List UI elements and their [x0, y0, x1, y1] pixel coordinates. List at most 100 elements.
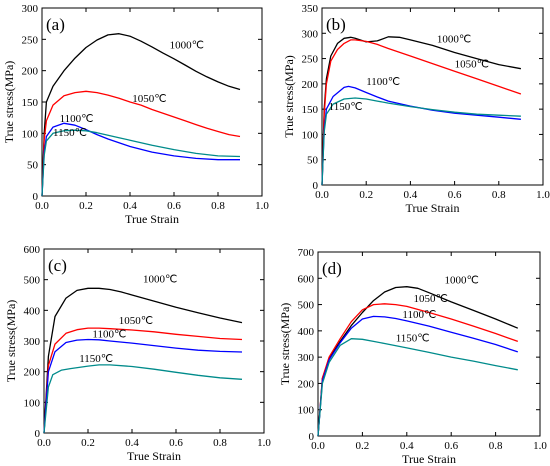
- y-tick-label: 0: [35, 428, 41, 440]
- plot-frame: [321, 7, 544, 186]
- x-tick-label: 0.6: [444, 440, 458, 452]
- x-tick-label: 0.4: [400, 440, 414, 452]
- series-line-1000: [43, 287, 243, 434]
- x-axis-label: True Strain: [406, 201, 460, 215]
- chart-panel-a: 0.0 0.2 0.4 0.6 0.8 1.0 0 50 100 150 200 250 300 True…: [2, 3, 269, 226]
- y-axis-label: True stress(MPa): [4, 300, 18, 383]
- series-label: 1100℃: [366, 76, 400, 88]
- x-tick-label: 0.8: [213, 437, 227, 449]
- x-tick-label: 0.4: [125, 437, 139, 449]
- series-line-1050: [43, 327, 243, 434]
- series-line-1100: [43, 338, 243, 434]
- x-tick-label: 0.8: [489, 440, 503, 452]
- series-label: 1050℃: [455, 59, 489, 71]
- panel-label: (b): [326, 15, 346, 34]
- series-label: 1000℃: [170, 40, 204, 52]
- series-label: 1150℃: [53, 127, 87, 139]
- series-label: 1050℃: [132, 93, 166, 105]
- x-axis-label: True Strain: [127, 449, 181, 463]
- y-tick-label: 150: [302, 104, 319, 116]
- series-label: 1100℃: [60, 113, 94, 125]
- panel-label: (a): [46, 15, 65, 34]
- x-tick-label: 0.6: [169, 437, 183, 449]
- y-tick-label: 200: [24, 367, 41, 379]
- chart-panel-b: 0.0 0.2 0.4 0.6 0.8 1.0 0 50 100 150 200 250 300 350 T…: [282, 3, 550, 215]
- series-line-1150: [43, 364, 243, 434]
- x-tick-label: 0.0: [37, 437, 51, 449]
- x-tick-label: 0.2: [359, 189, 373, 201]
- y-tick-label: 300: [302, 28, 319, 40]
- y-tick-label: 100: [22, 128, 39, 140]
- series-line-1150: [41, 129, 241, 197]
- series-line-1150: [321, 97, 521, 186]
- x-tick-label: 0.2: [79, 200, 93, 212]
- y-tick-label: 500: [24, 275, 41, 287]
- series-label: 1150℃: [329, 101, 363, 113]
- y-tick-label: 250: [22, 34, 39, 46]
- x-tick-label: 0.8: [492, 189, 506, 201]
- y-tick-label: 200: [298, 378, 315, 390]
- y-tick-label: 400: [24, 305, 41, 317]
- x-tick-label: 0.0: [35, 200, 49, 212]
- series-line-1150: [317, 338, 518, 437]
- x-tick-label: 0.6: [448, 189, 462, 201]
- series-label: 1000℃: [437, 33, 471, 45]
- y-tick-label: 100: [298, 405, 315, 417]
- y-axis-label: True stress(MPa): [2, 61, 16, 144]
- series-line-1050: [317, 303, 519, 437]
- y-tick-label: 100: [24, 397, 41, 409]
- x-axis-label: True Strain: [402, 452, 456, 466]
- x-tick-label: 1.0: [533, 440, 547, 452]
- y-tick-label: 0: [313, 180, 319, 192]
- series-line-1050: [41, 90, 241, 197]
- y-tick-label: 300: [24, 336, 41, 348]
- series-label: 1100℃: [402, 309, 436, 321]
- x-tick-label: 1.0: [257, 437, 271, 449]
- y-tick-label: 300: [22, 3, 39, 15]
- y-axis-label: True stress(MPa): [278, 303, 292, 386]
- series-label: 1150℃: [396, 332, 430, 344]
- chart-panel-d: 0.0 0.2 0.4 0.6 0.8 1.0 0 100 200 300 400 500 600 700…: [278, 247, 547, 466]
- x-tick-label: 0.2: [356, 440, 370, 452]
- plot-frame: [317, 251, 541, 437]
- x-tick-label: 0.4: [123, 200, 137, 212]
- y-tick-label: 300: [298, 352, 315, 364]
- x-tick-label: 0.6: [167, 200, 181, 212]
- x-tick-label: 1.0: [536, 189, 550, 201]
- y-tick-label: 150: [22, 97, 39, 109]
- series-label: 1100℃: [92, 328, 126, 340]
- x-tick-label: 1.0: [255, 200, 269, 212]
- y-tick-label: 400: [298, 326, 315, 338]
- y-tick-label: 350: [302, 3, 319, 15]
- y-tick-label: 250: [302, 54, 319, 66]
- series-line-1000: [321, 36, 522, 186]
- series-line-1000: [41, 33, 241, 197]
- x-tick-label: 0.4: [404, 189, 418, 201]
- y-tick-label: 50: [307, 155, 319, 167]
- chart-panel-c: 0.0 0.2 0.4 0.6 0.8 1.0 0 100 200 300 400 500 600 Tru…: [4, 244, 271, 463]
- y-tick-label: 600: [298, 273, 315, 285]
- y-tick-label: 200: [22, 66, 39, 78]
- series-line-1100: [317, 315, 519, 437]
- y-axis-label: True stress(MPa): [282, 55, 296, 138]
- panel-label: (d): [322, 259, 342, 278]
- y-tick-label: 0: [309, 431, 315, 443]
- series-line-1100: [41, 122, 240, 197]
- y-tick-label: 100: [302, 129, 319, 141]
- y-tick-label: 200: [302, 79, 319, 91]
- x-axis-label: True Strain: [125, 212, 179, 226]
- series-label: 1050℃: [119, 315, 153, 327]
- panel-label: (c): [48, 256, 67, 275]
- y-tick-label: 50: [27, 160, 39, 172]
- series-label: 1000℃: [445, 275, 479, 287]
- x-tick-label: 0.0: [311, 440, 325, 452]
- x-tick-label: 0.8: [211, 200, 225, 212]
- x-tick-label: 0.0: [315, 189, 329, 201]
- series-line-1000: [317, 286, 519, 437]
- series-label: 1150℃: [79, 353, 113, 365]
- series-label: 1050℃: [413, 293, 447, 305]
- series-line-1100: [321, 85, 521, 186]
- y-tick-label: 0: [33, 191, 39, 203]
- series-label: 1000℃: [143, 274, 177, 286]
